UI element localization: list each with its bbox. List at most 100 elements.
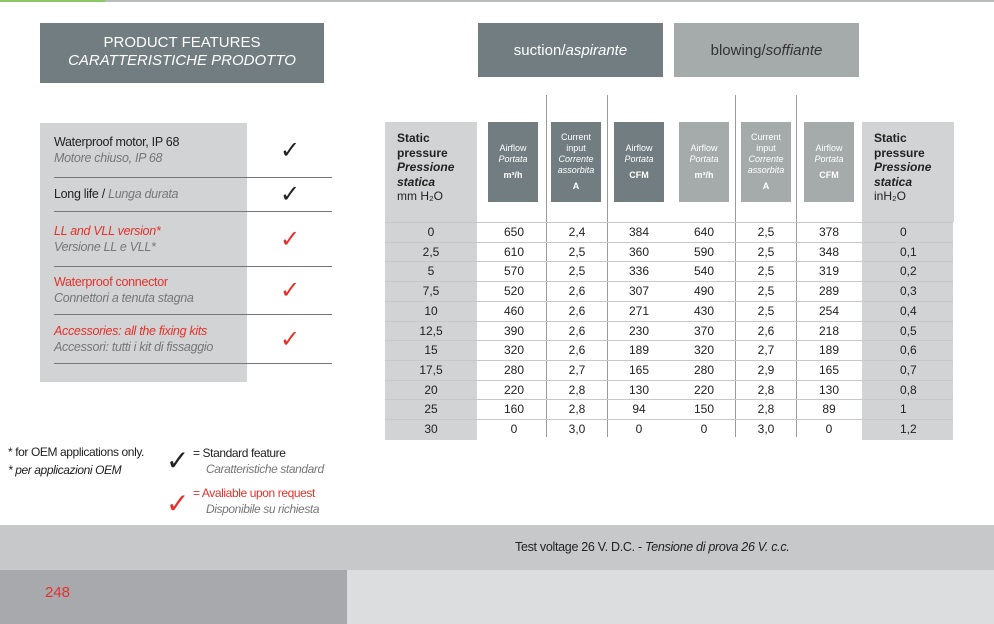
legend-standard-it: Caratteristiche standard [206,462,324,476]
h: Pressione [874,160,932,174]
table-cell: 490 [693,284,715,299]
table-cell: 0,1 [862,242,953,263]
standard-check-icon: ✓ [280,181,301,208]
h: Portata [689,154,719,164]
column-header: Airflow Portata m³/h [488,122,538,202]
table-cell: 370 [693,323,715,338]
table-cell: 0,4 [862,301,953,322]
h: statica [874,174,913,189]
feature-it: Connettori a tenuta stagna [54,291,194,305]
feature-en: Waterproof motor, IP 68 [54,134,180,149]
table-cell: 289 [818,284,840,299]
h: Portata [498,154,528,164]
footer-band: Test voltage 26 V. D.C. - Tensione di pr… [0,525,994,570]
legend-standard-en: = Standard feature [193,446,286,460]
table-cell: 384 [628,225,650,239]
table-cell: 160 [503,402,525,417]
table-cell: 254 [818,303,840,318]
table-cell: 2,8 [568,382,586,397]
table-cell: 0 [862,223,953,243]
table-cell: 130 [628,382,650,397]
table-cell: 520 [503,284,525,299]
table-cell: 189 [628,343,650,358]
table-cell: 2,7 [568,362,586,377]
column-divider [796,95,797,437]
top-accent-rule [0,0,105,2]
h: Portata [624,154,654,164]
sep: / [561,41,566,59]
table-cell: 1 [862,400,953,420]
tab-blowing: blowing / soffiante [674,23,859,77]
table-cell: 0 [825,422,833,436]
table-cell: 307 [628,284,650,299]
page-number: 248 [45,584,71,601]
tab-label: suction [513,41,562,59]
table-cell: 280 [693,362,715,377]
feature-it: Accessori: tutti i kit di fissaggio [54,339,214,354]
h: Current [560,132,591,142]
feature-row: Waterproof motor, IP 68 Motore chiuso, IP… [54,123,332,178]
h: Airflow [815,143,843,153]
table-cell: 2,6 [568,343,586,358]
table-row: 10 460 2,6 271 430 2,5 254 0,4 [385,300,953,322]
table-cell: 2,5 [568,264,586,279]
feature-row: Long life / Lunga durata ✓ [54,178,332,212]
request-check-icon: ✓ [280,325,301,353]
feature-row: Waterproof connector Connettori a tenuta … [54,267,332,315]
column-header: Airflow Portata m³/h [679,122,729,202]
table-cell: 378 [818,225,840,239]
test-voltage: Test voltage 26 V. D.C. - Tensione di pr… [515,540,790,554]
unit: A [762,181,770,191]
table-cell: 271 [628,303,650,318]
table-row: 2,5 610 2,5 360 590 2,5 348 0,1 [385,241,953,263]
note-en: * for OEM applications only. [8,445,144,459]
table-row: 5 570 2,5 336 540 2,5 319 0,2 [385,261,953,283]
table-row: 7,5 520 2,6 307 490 2,5 289 0,3 [385,281,953,302]
table-cell: 0,5 [862,321,953,342]
table-cell: 610 [503,244,525,259]
unit: CFM [629,170,649,180]
table-cell: 570 [503,264,525,279]
oem-note: * for OEM applications only. * per appli… [8,443,144,479]
h: Corrente assorbita [747,154,785,175]
table-cell: 189 [818,343,840,358]
sep: / [98,187,109,201]
column-header: Airflow Portata CFM [804,122,854,202]
table-row: 12,5 390 2,6 230 370 2,6 218 0,5 [385,320,953,342]
table-cell: 12,5 [385,321,477,342]
table-cell: 2,5 [757,303,775,318]
title-it: CARATTERISTICHE PRODOTTO [68,52,296,69]
tab-label: blowing [710,41,762,59]
table-cell: 230 [628,323,650,338]
page-number-band: 248 [0,570,347,624]
table-cell: 2,6 [568,303,586,318]
table-cell: 2,5 [757,264,775,279]
table-cell: 2,6 [757,323,775,338]
table-cell: 165 [818,362,840,377]
h: input [756,143,776,153]
request-check-icon: ✓ [280,277,301,304]
column-header: Current input Corrente assorbita A [551,122,601,202]
table-row: 0 650 2,4 384 640 2,5 378 0 [385,222,953,243]
request-check-icon: ✓ [280,225,301,253]
column-header: Current input Corrente assorbita A [741,122,791,202]
h: Static [874,131,907,145]
unit: A [572,181,580,191]
column-divider [735,95,736,437]
table-cell: 89 [822,402,836,417]
table-cell: 94 [632,402,646,417]
table-cell: 348 [818,244,840,259]
table-row: 17,5 280 2,7 165 280 2,9 165 0,7 [385,359,953,381]
legend-request-it: Disponibile su richiesta [206,502,320,516]
table-cell: 20 [385,380,477,401]
table-cell: 2,8 [757,402,775,417]
table-cell: 0,6 [862,341,953,361]
table-cell: 0 [385,223,477,243]
table-cell: 5 [385,262,477,283]
table-cell: 165 [628,362,650,377]
table-cell: 650 [503,225,525,239]
table-cell: 590 [693,244,715,259]
h: Pressione [397,160,455,174]
h: mm H₂O [397,189,443,203]
table-cell: 2,4 [568,225,586,239]
